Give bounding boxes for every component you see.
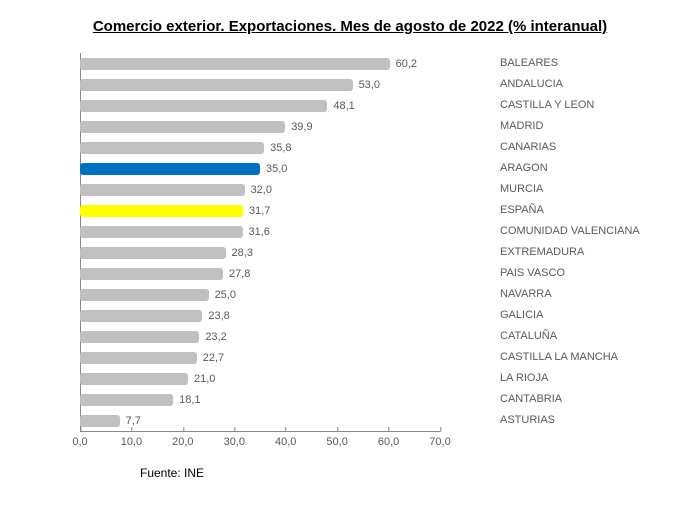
x-tick: 10,0: [121, 432, 142, 448]
value-label: 18,1: [179, 394, 200, 406]
value-label: 31,7: [249, 205, 270, 217]
region-label: NAVARRA: [500, 288, 552, 300]
value-label: 39,9: [291, 121, 312, 133]
bar: 39,9: [80, 121, 285, 133]
bar: 31,7: [80, 205, 243, 217]
region-label: MADRID: [500, 120, 543, 132]
region-label: ANDALUCIA: [500, 78, 563, 90]
value-label: 25,0: [215, 289, 236, 301]
bar-row: 27,8: [80, 263, 440, 284]
chart-title: Comercio exterior. Exportaciones. Mes de…: [20, 18, 680, 35]
bar-row: 32,0: [80, 179, 440, 200]
region-label: EXTREMADURA: [500, 246, 584, 258]
bar: 31,6: [80, 226, 243, 238]
x-tick: 50,0: [326, 432, 347, 448]
region-label: CANTABRIA: [500, 393, 562, 405]
value-label: 7,7: [126, 415, 141, 427]
bar-row: 23,8: [80, 305, 440, 326]
region-label: MURCIA: [500, 183, 543, 195]
value-label: 23,8: [208, 310, 229, 322]
value-label: 23,2: [205, 331, 226, 343]
bar-row: 25,0: [80, 284, 440, 305]
value-label: 21,0: [194, 373, 215, 385]
x-tick: 60,0: [378, 432, 399, 448]
bar: 25,0: [80, 289, 209, 301]
value-label: 60,2: [396, 58, 417, 70]
region-label: BALEARES: [500, 57, 558, 69]
bar: 28,3: [80, 247, 226, 259]
bar: 27,8: [80, 268, 223, 280]
region-label: GALICIA: [500, 309, 543, 321]
bar: 22,7: [80, 352, 197, 364]
value-label: 53,0: [359, 79, 380, 91]
bar: 35,8: [80, 142, 264, 154]
bar-row: 60,2: [80, 53, 440, 74]
x-tick: 20,0: [172, 432, 193, 448]
bar: 18,1: [80, 394, 173, 406]
region-label: PAIS VASCO: [500, 267, 565, 279]
bar-row: 53,0: [80, 74, 440, 95]
value-label: 31,6: [249, 226, 270, 238]
bar: 60,2: [80, 58, 390, 70]
bar: 23,2: [80, 331, 199, 343]
bar-row: 22,7: [80, 347, 440, 368]
value-label: 35,0: [266, 163, 287, 175]
region-label: CATALUÑA: [500, 330, 557, 342]
bar-row: 7,7: [80, 410, 440, 431]
plot-area: 60,253,048,139,935,835,032,031,731,628,3…: [80, 53, 440, 431]
region-label: ASTURIAS: [500, 414, 555, 426]
x-axis: 0,010,020,030,040,050,060,070,0: [80, 431, 440, 461]
region-label: COMUNIDAD VALENCIANA: [500, 225, 640, 237]
bar-row: 48,1: [80, 95, 440, 116]
bar: 35,0: [80, 163, 260, 175]
bar-row: 31,6: [80, 221, 440, 242]
value-label: 22,7: [203, 352, 224, 364]
bar-row: 31,7: [80, 200, 440, 221]
bar-chart: 60,253,048,139,935,835,032,031,731,628,3…: [30, 53, 690, 453]
bar: 7,7: [80, 415, 120, 427]
bar-row: 28,3: [80, 242, 440, 263]
bar: 32,0: [80, 184, 245, 196]
region-label: LA RIOJA: [500, 372, 548, 384]
bar-row: 21,0: [80, 368, 440, 389]
x-tick: 40,0: [275, 432, 296, 448]
region-label: CASTILLA LA MANCHA: [500, 351, 618, 363]
value-label: 35,8: [270, 142, 291, 154]
bar-row: 39,9: [80, 116, 440, 137]
value-label: 27,8: [229, 268, 250, 280]
source-label: Fuente: INE: [140, 466, 204, 480]
value-label: 32,0: [251, 184, 272, 196]
bar: 21,0: [80, 373, 188, 385]
x-tick: 0,0: [72, 432, 87, 448]
region-label: ARAGON: [500, 162, 548, 174]
bar: 53,0: [80, 79, 353, 91]
bar: 23,8: [80, 310, 202, 322]
bar-row: 18,1: [80, 389, 440, 410]
bar-row: 35,8: [80, 137, 440, 158]
x-tick: 70,0: [429, 432, 450, 448]
bar-row: 23,2: [80, 326, 440, 347]
value-label: 28,3: [232, 247, 253, 259]
bar-row: 35,0: [80, 158, 440, 179]
value-label: 48,1: [333, 100, 354, 112]
region-label: CASTILLA Y LEON: [500, 99, 594, 111]
region-label: ESPAÑA: [500, 204, 544, 216]
x-tick: 30,0: [224, 432, 245, 448]
bar: 48,1: [80, 100, 327, 112]
region-label: CANARIAS: [500, 141, 556, 153]
